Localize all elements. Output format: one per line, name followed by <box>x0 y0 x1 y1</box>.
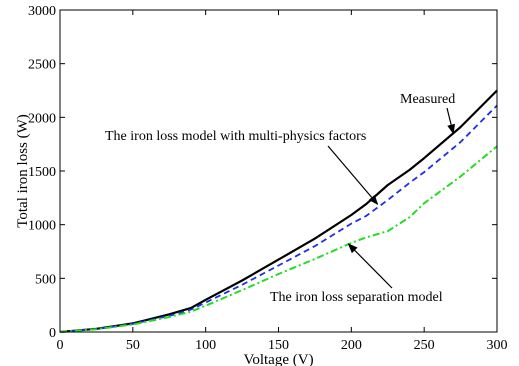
plot-frame <box>59 9 498 333</box>
y-tick-label-4: 2000 <box>28 111 56 126</box>
y-tick-label-2: 1000 <box>28 219 56 234</box>
x-tick-label-5: 250 <box>414 338 435 353</box>
annotation-label-1: The iron loss model with multi-physics f… <box>105 129 366 144</box>
x-tick-label-3: 150 <box>268 338 289 353</box>
x-tick-label-4: 200 <box>341 338 362 353</box>
y-tick-label-5: 2500 <box>28 58 56 73</box>
x-tick-label-2: 100 <box>195 338 216 353</box>
y-tick-label-1: 500 <box>35 272 56 287</box>
y-tick-label-6: 3000 <box>28 4 56 19</box>
y-tick-label-0: 0 <box>49 326 56 341</box>
x-tick-label-6: 300 <box>487 338 508 353</box>
annotation-arrow-2 <box>347 243 393 289</box>
x-tick-label-0: 0 <box>57 338 64 353</box>
series-line-2 <box>59 145 498 333</box>
y-axis-label: Total iron loss (W) <box>15 114 31 228</box>
annotation-arrow-1 <box>327 145 379 206</box>
annotation-label-2: The iron loss separation model <box>270 290 443 305</box>
x-tick-label-1: 50 <box>126 338 140 353</box>
x-axis-label: Voltage (V) <box>243 352 313 366</box>
y-tick-label-3: 1500 <box>28 165 56 180</box>
annotation-arrow-0 <box>446 107 456 135</box>
annotation-label-0: Measured <box>400 92 455 107</box>
series-line-0 <box>59 89 498 334</box>
